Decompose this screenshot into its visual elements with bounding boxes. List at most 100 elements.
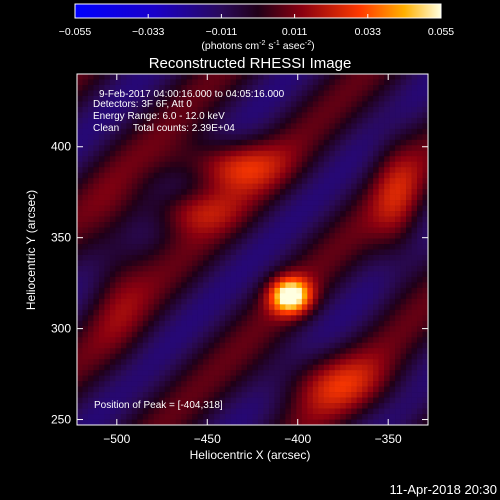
heatmap-cell bbox=[323, 271, 330, 278]
heatmap-cell bbox=[247, 238, 253, 245]
heatmap-cell bbox=[395, 381, 401, 387]
heatmap-cell bbox=[406, 331, 412, 338]
heatmap-cell bbox=[406, 386, 412, 393]
heatmap-cell bbox=[192, 211, 198, 217]
heatmap-cell bbox=[356, 353, 363, 360]
heatmap-cell bbox=[367, 276, 374, 283]
heatmap-cell bbox=[323, 106, 330, 113]
heatmap-cell bbox=[417, 79, 423, 86]
heatmap-cell bbox=[236, 222, 242, 228]
heatmap-cell bbox=[362, 145, 368, 152]
heatmap-cell bbox=[406, 353, 412, 360]
heatmap-cell bbox=[290, 260, 297, 267]
heatmap-cell bbox=[214, 227, 220, 234]
heatmap-cell bbox=[192, 200, 198, 206]
heatmap-cell bbox=[334, 134, 341, 141]
heatmap-cell bbox=[263, 375, 270, 382]
heatmap-cell bbox=[93, 233, 100, 239]
heatmap-cell bbox=[142, 392, 149, 398]
heatmap-cell bbox=[252, 156, 259, 163]
heatmap-cell bbox=[312, 298, 319, 305]
heatmap-cell bbox=[104, 419, 111, 425]
heatmap-cell bbox=[334, 375, 341, 382]
heatmap-cell bbox=[98, 222, 105, 228]
heatmap-cell bbox=[395, 276, 401, 283]
heatmap-cell bbox=[214, 90, 220, 97]
heatmap-cell bbox=[301, 304, 308, 311]
heatmap-cell bbox=[170, 178, 177, 184]
heatmap-cell bbox=[120, 172, 127, 179]
heatmap-cell bbox=[247, 161, 253, 168]
heatmap-cell bbox=[400, 287, 407, 294]
heatmap-cell bbox=[367, 172, 374, 179]
heatmap-cell bbox=[82, 320, 89, 327]
heatmap-cell bbox=[290, 238, 297, 245]
heatmap-cell bbox=[384, 419, 390, 425]
heatmap-cell bbox=[384, 145, 390, 152]
heatmap-cell bbox=[164, 216, 171, 223]
heatmap-cell bbox=[340, 364, 347, 371]
heatmap-cell bbox=[186, 211, 193, 217]
heatmap-cell bbox=[247, 200, 253, 206]
heatmap-cell bbox=[279, 189, 286, 195]
heatmap-cell bbox=[186, 326, 193, 333]
heatmap-cell bbox=[93, 167, 100, 174]
heatmap-cell bbox=[137, 112, 144, 119]
heatmap-cell bbox=[131, 326, 138, 333]
heatmap-cell bbox=[192, 205, 198, 212]
heatmap-cell bbox=[257, 353, 264, 360]
heatmap-cell bbox=[301, 95, 308, 102]
heatmap-cell bbox=[109, 194, 116, 201]
heatmap-cell bbox=[362, 233, 368, 239]
heatmap-cell bbox=[378, 145, 385, 152]
heatmap-cell bbox=[197, 298, 204, 305]
heatmap-cell bbox=[263, 106, 270, 113]
heatmap-cell bbox=[241, 216, 248, 223]
heatmap-cell bbox=[329, 161, 336, 168]
heatmap-cell bbox=[411, 139, 418, 146]
heatmap-cell bbox=[208, 364, 215, 371]
heatmap-cell bbox=[312, 359, 319, 365]
heatmap-cell bbox=[285, 320, 292, 327]
heatmap-cell bbox=[77, 337, 83, 344]
heatmap-cell bbox=[170, 260, 177, 267]
heatmap-cell bbox=[131, 178, 138, 184]
heatmap-cell bbox=[241, 156, 248, 163]
heatmap-cell bbox=[219, 74, 226, 80]
heatmap-cell bbox=[367, 293, 374, 300]
heatmap-cell bbox=[82, 161, 89, 168]
heatmap-cell bbox=[307, 167, 314, 174]
heatmap-cell bbox=[378, 271, 385, 278]
heatmap-cell bbox=[252, 276, 259, 283]
heatmap-cell bbox=[203, 145, 209, 152]
heatmap-cell bbox=[257, 370, 264, 376]
heatmap-cell bbox=[373, 194, 379, 201]
heatmap-cell bbox=[197, 222, 204, 228]
heatmap-cell bbox=[389, 145, 396, 152]
heatmap-cell bbox=[384, 244, 390, 250]
heatmap-cell bbox=[241, 123, 248, 130]
heatmap-cell bbox=[296, 227, 303, 234]
heatmap-cell bbox=[345, 117, 352, 124]
heatmap-cell bbox=[362, 134, 368, 141]
heatmap-cell bbox=[345, 238, 352, 245]
heatmap-cell bbox=[208, 315, 215, 322]
heatmap-cell bbox=[312, 260, 319, 267]
heatmap-cell bbox=[285, 260, 292, 267]
heatmap-cell bbox=[406, 84, 412, 91]
heatmap-cell bbox=[367, 139, 374, 146]
heatmap-cell bbox=[208, 238, 215, 245]
heatmap-cell bbox=[170, 167, 177, 174]
heatmap-cell bbox=[181, 293, 187, 300]
heatmap-cell bbox=[400, 364, 407, 371]
heatmap-cell bbox=[175, 276, 182, 283]
heatmap-cell bbox=[274, 189, 281, 195]
heatmap-cell bbox=[181, 95, 187, 102]
heatmap-cell bbox=[323, 238, 330, 245]
heatmap-cell bbox=[203, 353, 209, 360]
heatmap-cell bbox=[356, 331, 363, 338]
heatmap-cell bbox=[236, 112, 242, 119]
heatmap-cell bbox=[181, 200, 187, 206]
heatmap-cell bbox=[395, 304, 401, 311]
heatmap-cell bbox=[389, 331, 396, 338]
